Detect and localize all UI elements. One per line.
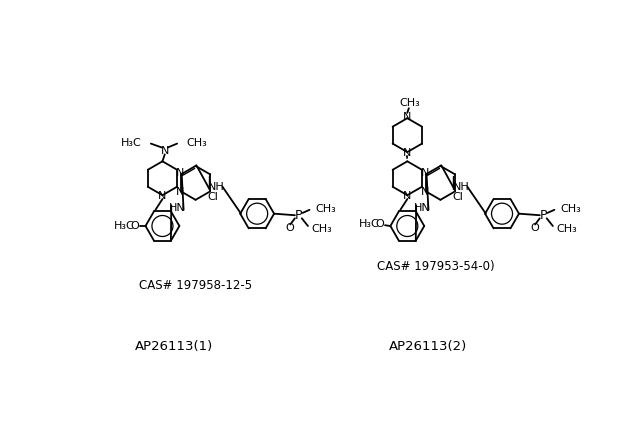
- Text: O: O: [375, 219, 384, 229]
- Text: HN: HN: [169, 202, 186, 213]
- Text: N: N: [420, 187, 429, 197]
- Text: N: N: [161, 145, 169, 156]
- Text: NH: NH: [208, 182, 225, 193]
- Text: NH: NH: [453, 182, 470, 193]
- Text: CH₃: CH₃: [556, 224, 577, 234]
- Text: AP26113(2): AP26113(2): [389, 340, 467, 353]
- Text: N: N: [158, 191, 166, 201]
- Text: CAS# 197958-12-5: CAS# 197958-12-5: [139, 279, 252, 292]
- Text: O: O: [530, 223, 539, 232]
- Text: CAS# 197953-54-0): CAS# 197953-54-0): [377, 260, 495, 273]
- Text: N: N: [403, 112, 412, 122]
- Text: P: P: [540, 209, 547, 222]
- Text: N: N: [403, 191, 412, 201]
- Text: H₃C: H₃C: [358, 219, 379, 229]
- Text: CH₃: CH₃: [186, 138, 207, 148]
- Text: AP26113(1): AP26113(1): [135, 340, 213, 353]
- Text: Cl: Cl: [208, 192, 219, 202]
- Text: O: O: [131, 221, 139, 231]
- Text: N: N: [403, 148, 412, 158]
- Text: H₃C: H₃C: [113, 221, 134, 231]
- Text: HN: HN: [414, 202, 431, 213]
- Text: Cl: Cl: [452, 192, 463, 202]
- Text: N: N: [420, 168, 429, 178]
- Text: H₃C: H₃C: [121, 138, 141, 148]
- Text: CH₃: CH₃: [316, 204, 337, 214]
- Text: O: O: [285, 223, 294, 232]
- Text: N: N: [176, 187, 184, 197]
- Text: CH₃: CH₃: [561, 204, 581, 214]
- Text: CH₃: CH₃: [311, 224, 332, 234]
- Text: CH₃: CH₃: [399, 98, 420, 108]
- Text: P: P: [295, 209, 303, 222]
- Text: N: N: [176, 168, 184, 178]
